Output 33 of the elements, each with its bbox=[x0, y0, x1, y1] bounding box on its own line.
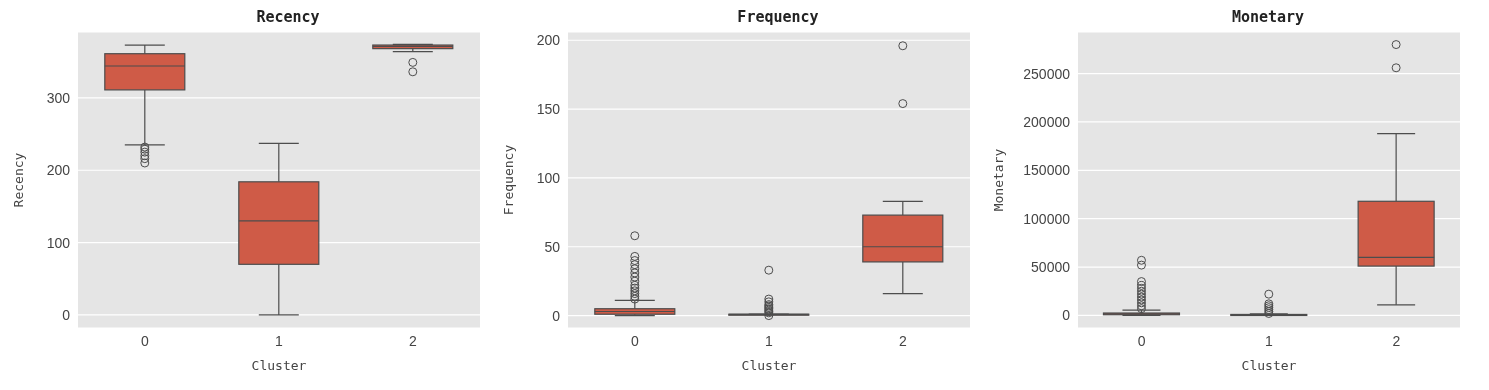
y-axis-title: Frequency bbox=[500, 144, 516, 216]
y-tick-label: 0 bbox=[62, 306, 71, 323]
x-axis-title: Cluster bbox=[741, 358, 797, 373]
x-tick-label: 0 bbox=[1137, 332, 1146, 349]
x-tick-label: 2 bbox=[899, 332, 908, 349]
y-tick-label: 0 bbox=[1062, 307, 1071, 324]
x-tick-label: 0 bbox=[141, 332, 150, 349]
x-axis-title: Cluster bbox=[251, 358, 307, 373]
y-axis-title: Recency bbox=[10, 152, 26, 208]
y-tick-label: 200 bbox=[46, 162, 71, 179]
chart-title: Recency bbox=[255, 8, 321, 28]
y-tick-label: 250000 bbox=[1023, 65, 1071, 82]
y-tick-label: 50000 bbox=[1031, 259, 1071, 276]
x-tick-label: 1 bbox=[275, 332, 284, 349]
y-tick-label: 100 bbox=[46, 234, 71, 251]
x-tick-label: 1 bbox=[1265, 332, 1274, 349]
y-tick-label: 50 bbox=[544, 238, 561, 255]
y-tick-label: 200 bbox=[536, 32, 561, 49]
y-tick-label: 150 bbox=[536, 101, 561, 118]
y-tick-label: 300 bbox=[46, 89, 71, 106]
y-tick-label: 0 bbox=[552, 307, 561, 324]
x-tick-label: 2 bbox=[1392, 332, 1401, 349]
y-tick-label: 200000 bbox=[1023, 113, 1071, 130]
y-axis-title: Monetary bbox=[990, 148, 1006, 212]
y-tick-label: 100000 bbox=[1023, 210, 1071, 227]
x-tick-label: 0 bbox=[631, 332, 640, 349]
chart-title: Monetary bbox=[1230, 8, 1306, 28]
x-tick-label: 2 bbox=[409, 332, 418, 349]
chart-title: Frequency bbox=[736, 8, 820, 28]
y-tick-label: 150000 bbox=[1023, 162, 1071, 179]
x-axis-title: Cluster bbox=[1241, 358, 1297, 373]
y-tick-label: 100 bbox=[536, 169, 561, 186]
x-tick-label: 1 bbox=[765, 332, 774, 349]
